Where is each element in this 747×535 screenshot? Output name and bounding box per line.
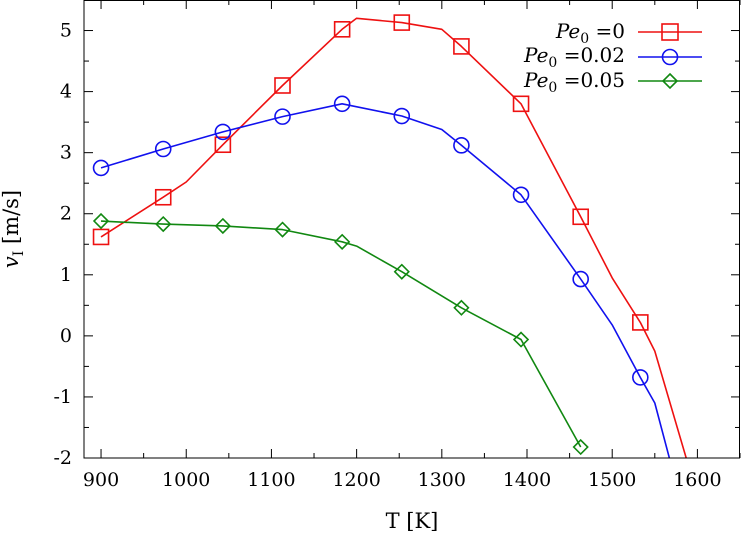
data-point-1 xyxy=(274,77,291,94)
data-point-2 xyxy=(572,270,589,288)
data-point-1 xyxy=(214,136,232,154)
y-axis-label: vI [m/s] xyxy=(0,190,27,268)
series-line-2 xyxy=(100,103,671,458)
x-tick-label: 1200 xyxy=(332,469,380,491)
legend-label-1: Pe0 =0 xyxy=(555,19,625,47)
legend-entry-3: Pe0 =0.05 xyxy=(523,68,702,96)
y-tick-labels: -2 -1 0 1 2 3 4 5 xyxy=(53,20,72,469)
data-point-3 xyxy=(274,221,291,238)
data-point-3 xyxy=(512,331,530,348)
y-tick-label: 0 xyxy=(60,325,72,347)
y-axis-label-main: v xyxy=(0,256,23,268)
legend-label-3: Pe0 =0.05 xyxy=(523,68,625,96)
y-axis-label-sub: I xyxy=(11,251,27,257)
major-ticks xyxy=(84,0,740,459)
data-point-1 xyxy=(333,21,351,38)
data-point-2 xyxy=(154,140,172,158)
legend-marker-2 xyxy=(661,48,679,66)
minor-ticks xyxy=(84,0,741,458)
data-point-2 xyxy=(632,369,649,386)
y-tick-label: 5 xyxy=(60,20,72,42)
x-tick-labels: 900 1000 1100 1200 1300 1400 1500 1600 xyxy=(83,469,722,491)
series-lines xyxy=(100,17,688,458)
x-tick-label: 1400 xyxy=(503,469,551,491)
data-point-1 xyxy=(393,14,411,31)
data-point-1 xyxy=(453,38,470,55)
data-point-1 xyxy=(632,314,649,331)
data-point-3 xyxy=(155,215,172,233)
x-axis-label: T [K] xyxy=(386,509,439,533)
data-point-1 xyxy=(154,188,172,206)
x-tick-label: 1100 xyxy=(247,469,295,491)
series-line-3 xyxy=(100,220,582,448)
data-point-3 xyxy=(393,263,410,280)
y-tick-label: 4 xyxy=(60,81,72,103)
y-tick-label: 3 xyxy=(60,142,72,164)
data-point-3 xyxy=(214,217,231,235)
y-tick-label: -1 xyxy=(53,386,72,408)
data-point-2 xyxy=(274,108,291,125)
legend-marker-3 xyxy=(661,72,679,90)
data-point-3 xyxy=(92,212,110,230)
data-point-3 xyxy=(453,299,470,316)
x-tick-label: 1000 xyxy=(162,469,210,491)
legend-entry-2: Pe0 =0.02 xyxy=(523,43,702,71)
series-markers xyxy=(92,14,649,456)
data-point-2 xyxy=(92,159,110,177)
series-line-1 xyxy=(100,17,688,458)
data-point-2 xyxy=(512,186,530,204)
y-axis-label-unit: [m/s] xyxy=(0,190,23,251)
data-point-2 xyxy=(393,107,411,125)
x-tick-label: 1500 xyxy=(588,469,636,491)
data-point-1 xyxy=(572,208,589,226)
x-tick-label: 1600 xyxy=(673,469,721,491)
data-point-2 xyxy=(214,123,232,141)
y-tick-label: 1 xyxy=(60,264,72,286)
plot-frame xyxy=(83,0,740,459)
y-tick-label: -2 xyxy=(53,447,72,469)
legend: Pe0 =0 Pe0 =0.02 Pe0 =0.05 xyxy=(523,19,702,96)
y-tick-label: 2 xyxy=(60,203,72,225)
x-tick-label: 1300 xyxy=(418,469,466,491)
data-point-1 xyxy=(512,95,530,113)
x-tick-label: 900 xyxy=(83,469,119,491)
data-point-2 xyxy=(453,137,470,154)
data-point-3 xyxy=(572,438,589,456)
data-point-2 xyxy=(333,95,351,113)
legend-marker-1 xyxy=(661,23,679,41)
data-point-1 xyxy=(92,228,110,246)
legend-entry-1: Pe0 =0 xyxy=(555,19,702,47)
legend-label-2: Pe0 =0.02 xyxy=(523,43,625,71)
data-point-3 xyxy=(334,233,351,250)
